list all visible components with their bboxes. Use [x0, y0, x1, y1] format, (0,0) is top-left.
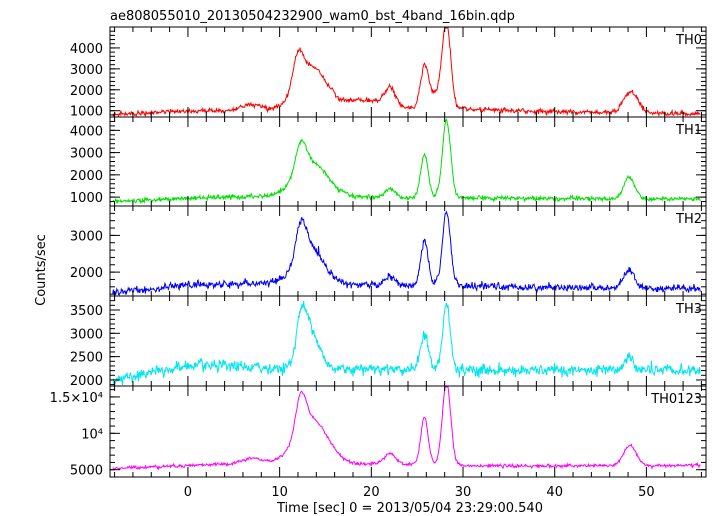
light-curve-th1	[112, 118, 701, 205]
light-curve-th2	[112, 210, 701, 297]
x-tick-label: 10	[271, 485, 288, 500]
x-tick-label: 0	[184, 485, 192, 500]
panel-label-th2: TH2	[675, 212, 702, 227]
y-tick-label: 2000	[70, 374, 103, 389]
y-tick-label: 2000	[70, 84, 103, 99]
y-axis-label: Counts/sec	[34, 234, 49, 306]
panel-th3: 2000 2500 3000 3500 TH3	[70, 295, 707, 389]
panel-frame	[109, 205, 707, 297]
y-tick-label: 1000	[70, 191, 103, 206]
x-tick-label: 50	[638, 485, 655, 500]
y-tick-label: 3000	[70, 327, 103, 342]
x-tick-label: 30	[455, 485, 472, 500]
panel-label-th1: TH1	[675, 123, 702, 138]
y-tick-label: 2500	[70, 351, 103, 366]
y-tick-label: 1000	[70, 105, 103, 120]
light-curve-th0123	[112, 386, 701, 471]
light-curve-th3	[112, 301, 701, 386]
y-tick-label: 1.5×10⁴	[50, 391, 103, 406]
panel-th2: 2000 3000 TH2	[70, 205, 707, 297]
y-tick-label: 4000	[70, 124, 103, 139]
x-tick-label: 20	[363, 485, 380, 500]
x-tick-label: 40	[546, 485, 563, 500]
y-tick-label: 4000	[70, 42, 103, 57]
chart-title: ae808055010_20130504232900_wam0_bst_4ban…	[110, 9, 515, 24]
panel-th0: 1000 2000 3000 4000 TH0	[70, 26, 707, 120]
y-tick-label: 2000	[70, 266, 103, 281]
panel-frame	[109, 26, 707, 118]
y-tick-label: 3000	[70, 229, 103, 244]
y-tick-label: 5000	[70, 464, 103, 479]
x-axis-label: Time [sec] 0 = 2013/05/04 23:29:00.540	[276, 501, 543, 516]
panels: 1000 2000 3000 4000 TH0 1000 2000 3000 4000 TH1 20…	[50, 26, 707, 500]
y-tick-label: 3000	[70, 63, 103, 78]
y-tick-label: 10⁴	[81, 427, 103, 442]
panel-label-th0123: TH0123	[650, 392, 702, 407]
panel-th1: 1000 2000 3000 4000 TH1	[70, 116, 707, 207]
panel-frame	[109, 116, 707, 207]
y-tick-label: 2000	[70, 169, 103, 184]
panel-th0123: 5000 10⁴ 1.5×10⁴ TH0123	[50, 385, 707, 479]
panel-label-th0: TH0	[675, 33, 702, 48]
y-tick-label: 3500	[70, 304, 103, 319]
light-curve-th0	[112, 27, 701, 118]
panel-label-th3: TH3	[675, 302, 702, 317]
y-tick-label: 3000	[70, 147, 103, 162]
